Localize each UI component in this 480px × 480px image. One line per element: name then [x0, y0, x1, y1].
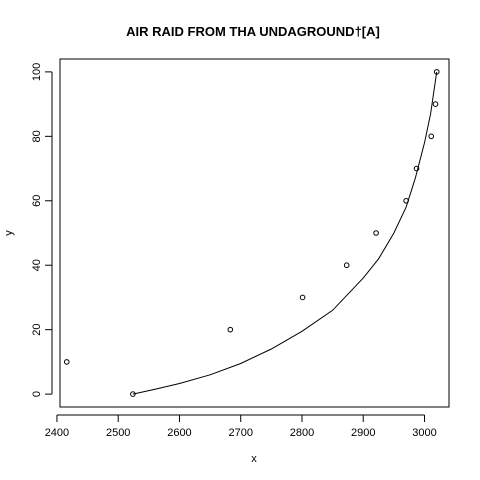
x-tick-label: 2700 — [228, 427, 252, 439]
x-tick-label: 2400 — [45, 427, 69, 439]
x-tick-label: 2500 — [106, 427, 130, 439]
data-point — [63, 359, 70, 365]
x-tick-label: 2900 — [351, 427, 375, 439]
y-tick-label: 100 — [31, 63, 43, 81]
data-point — [433, 69, 440, 75]
data-point — [299, 294, 306, 301]
data-point — [373, 230, 379, 236]
fit-curve-line — [132, 71, 438, 395]
x-axis: 2400 2500 2600 2700 2800 2900 3000 — [45, 414, 437, 439]
x-axis-label: x — [251, 453, 257, 465]
data-point — [343, 262, 350, 269]
y-tick-label: 20 — [31, 324, 43, 336]
x-tick-label: 3000 — [412, 427, 436, 439]
plot-frame — [59, 58, 450, 408]
fit-curve-layer — [132, 71, 438, 395]
x-tick-label: 2800 — [290, 427, 314, 439]
y-tick-label: 80 — [31, 130, 43, 142]
data-point — [227, 326, 234, 333]
data-points-layer — [63, 69, 440, 397]
y-axis-label: y — [3, 230, 15, 236]
y-tick-label: 40 — [31, 259, 43, 271]
data-point — [432, 101, 439, 107]
chart-title: AIR RAID FROM THA UNDAGROUND†[A] — [126, 24, 380, 39]
y-tick-label: 60 — [31, 195, 43, 207]
x-tick-label: 2600 — [167, 427, 191, 439]
data-point — [403, 197, 409, 204]
data-point — [428, 133, 435, 140]
data-point — [130, 391, 136, 397]
y-tick-label: 0 — [31, 391, 43, 397]
y-axis: 0 20 40 60 80 100 — [31, 63, 53, 397]
data-point — [413, 165, 420, 172]
